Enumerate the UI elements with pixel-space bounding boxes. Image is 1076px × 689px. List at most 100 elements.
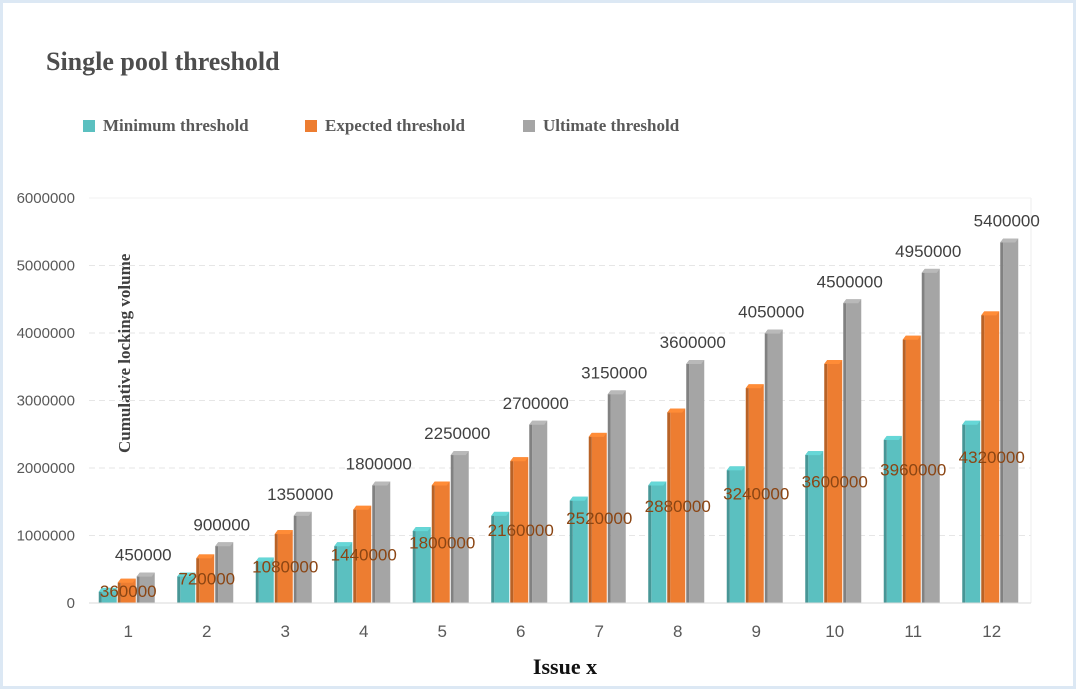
bar-side [274, 530, 278, 603]
bar-top [921, 268, 940, 273]
chart-title: Single pool threshold [46, 47, 280, 76]
bar-top [843, 299, 862, 304]
y-tick-label: 0 [67, 595, 75, 612]
legend-item-minimum: Minimum threshold [83, 116, 249, 136]
bar-side [726, 466, 730, 603]
bar-side [824, 360, 828, 603]
bar-top [293, 511, 312, 516]
data-label-ultimate: 5400000 [974, 212, 1040, 231]
x-tick-label: 5 [438, 622, 447, 641]
y-tick-label: 5000000 [17, 258, 75, 275]
x-tick-label: 9 [752, 622, 761, 641]
bar-side [883, 435, 887, 603]
bar [1003, 238, 1019, 603]
bar [434, 481, 450, 603]
data-label-expected: 3960000 [880, 460, 946, 479]
bar-top [883, 435, 902, 440]
data-label-ultimate: 2250000 [424, 424, 490, 443]
legend-label-minimum: Minimum threshold [103, 116, 249, 135]
bar-side [921, 268, 925, 603]
bar [748, 384, 764, 603]
bar [199, 554, 215, 603]
bar-side [667, 408, 671, 603]
y-tick-label: 6000000 [17, 190, 75, 207]
data-label-ultimate: 1350000 [267, 485, 333, 504]
bar-side [843, 299, 847, 603]
bar-side [686, 360, 690, 603]
data-label-ultimate: 4500000 [817, 272, 883, 291]
bar [494, 511, 510, 603]
bar-top [353, 505, 372, 510]
bar-top [981, 311, 1000, 316]
x-tick-label: 11 [904, 622, 922, 641]
data-label-expected: 3600000 [802, 473, 868, 492]
bar [513, 457, 529, 603]
x-tick-label: 3 [281, 622, 290, 641]
bar-side [255, 557, 259, 603]
bar-side [196, 554, 200, 603]
bar [827, 360, 843, 603]
data-label-expected: 360000 [100, 582, 157, 601]
data-label-expected: 2160000 [488, 521, 554, 540]
data-label-expected: 1800000 [409, 533, 475, 552]
bar-side [353, 505, 357, 603]
y-tick-label: 4000000 [17, 325, 75, 342]
bar-side [902, 335, 906, 603]
x-axis-label: Issue x [532, 654, 598, 679]
bar-side [529, 420, 533, 603]
bar-top [510, 457, 529, 462]
legend-label-expected: Expected threshold [325, 116, 465, 135]
x-tick-label: 1 [124, 622, 133, 641]
bar-top [334, 542, 353, 547]
bar [532, 420, 548, 603]
bar [689, 360, 705, 603]
bar-top [215, 542, 234, 547]
bar-top [764, 329, 783, 334]
bar [846, 299, 862, 603]
y-tick-label: 3000000 [17, 393, 75, 410]
x-tick-label: 2 [202, 622, 211, 641]
bar-side [117, 578, 121, 603]
bar [984, 311, 1000, 603]
bar-top [136, 572, 155, 577]
y-tick-label: 1000000 [17, 528, 75, 545]
bar-top [902, 335, 921, 340]
bar [375, 481, 391, 603]
data-label-ultimate: 4950000 [895, 242, 961, 261]
bar-top [569, 496, 588, 501]
bar-side [569, 496, 573, 603]
bar [277, 530, 293, 603]
data-label-expected: 720000 [178, 570, 235, 589]
bar-top [805, 451, 824, 456]
data-label-expected: 2880000 [645, 497, 711, 516]
bar-top [255, 557, 274, 562]
data-label-ultimate: 450000 [115, 546, 172, 565]
bar-top [667, 408, 686, 413]
x-tick-label: 7 [595, 622, 604, 641]
bar [808, 451, 824, 603]
bar [415, 527, 431, 603]
bar-side [177, 572, 181, 603]
legend-item-expected: Expected threshold [305, 116, 465, 136]
data-label-expected: 2520000 [566, 509, 632, 528]
data-label-ultimate: 1800000 [346, 455, 412, 474]
bar-side [334, 542, 338, 603]
bar-top [686, 360, 705, 364]
bar-top [726, 466, 745, 471]
bar-side [450, 451, 454, 603]
bar-top [607, 390, 626, 395]
bar-side [981, 311, 985, 603]
bar [337, 542, 353, 603]
bar-side [215, 542, 219, 603]
bar [905, 335, 921, 603]
bar-top [177, 572, 196, 577]
data-label-ultimate: 3150000 [581, 363, 647, 382]
bar-side [136, 572, 140, 603]
data-label-expected: 4320000 [959, 448, 1025, 467]
bar [139, 572, 155, 603]
bar-top [824, 360, 843, 364]
bar-top [372, 481, 391, 486]
bar-side [745, 384, 749, 603]
x-tick-label: 6 [516, 622, 525, 641]
bar-top [588, 432, 607, 437]
